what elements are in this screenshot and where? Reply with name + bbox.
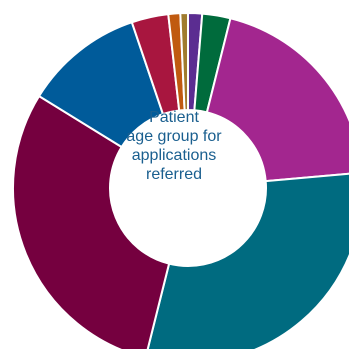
center-label-line-4: referred	[145, 166, 203, 183]
donut-slice-9	[179, 11, 189, 112]
center-label-line-2: age group for	[126, 128, 222, 145]
donut-slices	[12, 11, 349, 349]
center-label-line-1: Patient	[149, 109, 199, 126]
donut-slice-3	[205, 17, 349, 183]
center-label-line-3: applications	[131, 147, 217, 164]
donut-slice-4	[146, 172, 349, 349]
center-label: Patient age group for applications refer…	[119, 108, 229, 184]
donut-slice-5	[12, 94, 171, 349]
